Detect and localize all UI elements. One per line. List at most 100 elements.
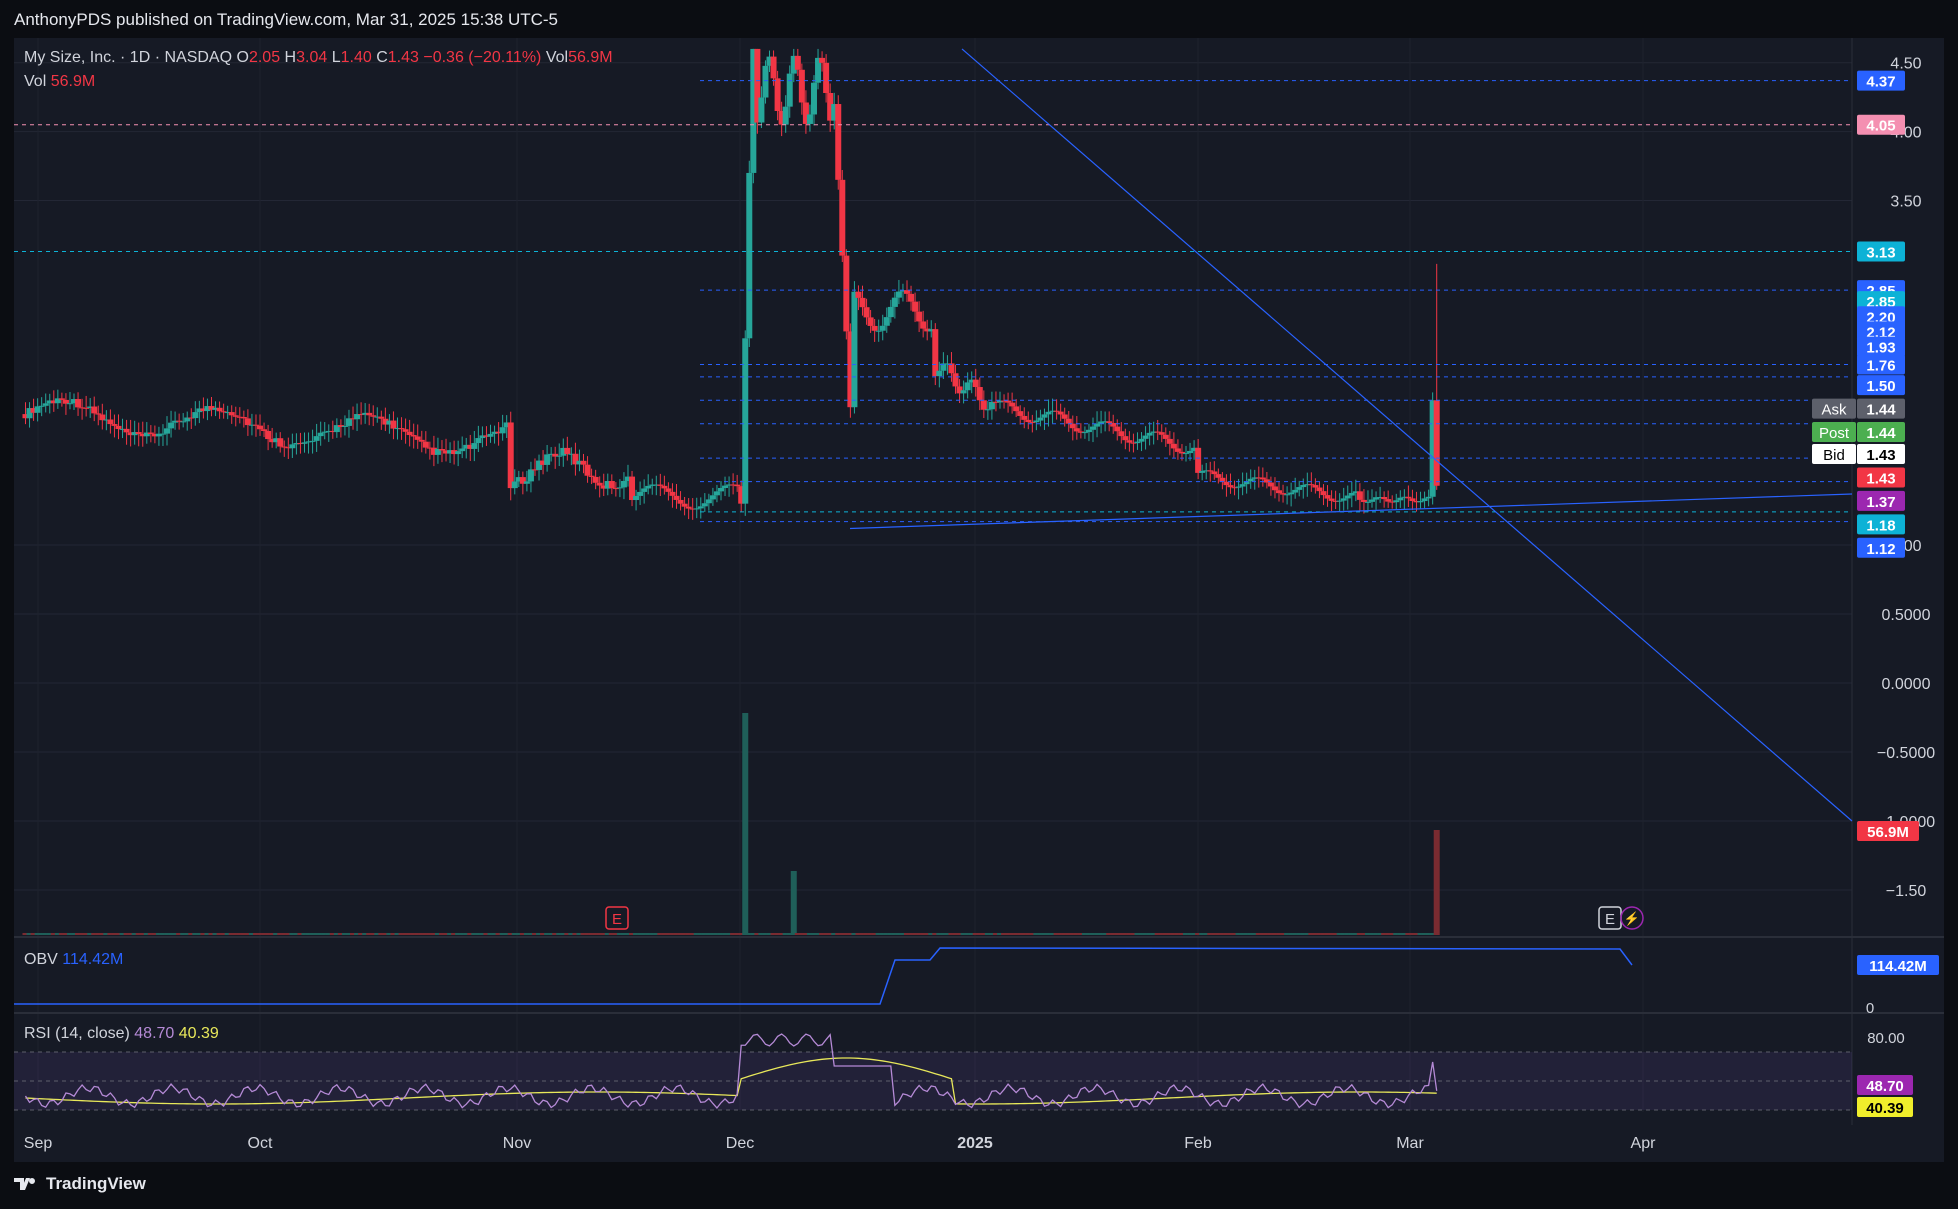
rsi-ma-legend-value: 40.39 [178,1025,219,1042]
candle-body [281,446,288,448]
volume-bar [34,933,41,935]
volume-bar [390,933,397,935]
candle-body [143,432,150,437]
candle-body [1199,470,1206,473]
candle-body [1017,411,1024,416]
volume-bar [1114,933,1121,935]
x-tick-label: Mar [1396,1135,1424,1152]
price-label: 1.12 [1866,541,1895,558]
price-label-tag [1857,467,1905,488]
volume-bar [1187,933,1194,935]
volume-bar [600,933,607,935]
candle-body [552,453,559,457]
volume-bar [1166,933,1173,935]
price-label: 1.43 [1866,470,1895,487]
candle-body [483,435,490,437]
volume-bar [580,933,587,935]
candle-body [151,433,158,437]
rsi-label-tag [1857,1075,1913,1095]
volume-bar [912,933,919,935]
volume-bar [329,933,336,935]
candle-body [232,415,239,417]
candle-body [402,429,409,432]
volume-bar [1102,933,1109,935]
volume-bar [103,933,110,935]
volume-bar [1150,933,1157,935]
volume-bar [778,933,785,935]
volume-bar [483,933,490,935]
volume-bar [669,933,676,935]
candle-body [839,179,846,256]
candle-body [1073,428,1080,432]
candle-body [722,485,729,489]
candle-body [386,420,393,425]
y-tick-label: −1.50 [1886,883,1927,900]
volume-bar [794,933,801,935]
price-label: 1.18 [1866,517,1895,534]
candle-body [1429,400,1436,497]
candle-body [42,403,49,406]
volume-bar [665,933,672,935]
volume-bar [952,933,959,935]
volume-bar [455,933,462,935]
candle-body [1013,406,1020,412]
tradingview-logo-icon [14,1178,35,1190]
volume-bar [1146,933,1153,935]
volume-bar [596,933,603,935]
candle-body [1033,420,1040,423]
obv-value-label: 114.42M [1869,958,1927,975]
volume-bar [685,933,692,935]
candle-body [269,439,276,443]
candle-body [208,406,215,410]
volume-bar [1417,933,1424,935]
price-label-tag [1857,70,1905,91]
rsi-line [24,1033,1438,1109]
candle-body [248,424,255,426]
price-label-name-tag [1812,398,1856,419]
candle-body [908,293,915,302]
volume-bar [131,933,138,935]
candle-body [847,331,854,408]
candle-body [244,418,251,426]
volume-bar [499,933,506,935]
volume-bar [1073,933,1080,935]
price-label-name: Ask [1821,402,1847,419]
volume-bar [54,933,61,935]
volume-bar [588,933,595,935]
volume-bar [143,933,150,935]
candle-body [1247,478,1254,482]
volume-bar [1009,933,1016,935]
volume-bar [604,933,611,935]
volume-bar [200,933,207,935]
volume-bar [992,933,999,935]
candle-body [984,409,991,411]
tradingview-logo[interactable]: TradingView [14,1174,146,1194]
candle-body [531,469,538,471]
candle-body [1207,470,1214,472]
volume-bar [887,933,894,935]
candle-body [111,424,118,426]
candle-body [1352,491,1359,493]
volume-bar [746,933,753,935]
volume-bar [944,933,951,935]
volume-bar [511,933,518,935]
candle-body [713,491,720,496]
candle-body [350,418,357,420]
candle-body [871,325,878,331]
volume-bar [159,933,166,935]
volume-bar [46,933,53,935]
volume-bar [1033,933,1040,935]
volume-bar [1421,933,1428,935]
trendline-up [849,493,1853,530]
volume-bar [859,933,866,935]
volume-bar [863,933,870,935]
candle-body [321,431,328,433]
volume-bar [1251,933,1258,935]
volume-bar [66,933,73,935]
volume-bar [1025,933,1032,935]
volume-bar [1045,933,1052,935]
volume-bar [119,933,126,935]
volume-bar [980,933,987,935]
volume-bar [1304,933,1311,935]
